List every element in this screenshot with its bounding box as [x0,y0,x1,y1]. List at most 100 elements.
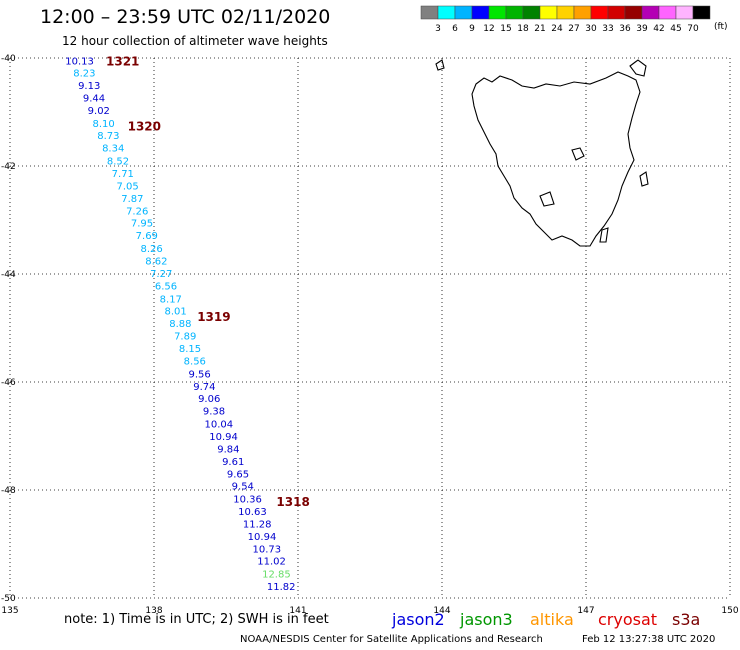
swh-point-label: 10.94 [209,432,238,443]
y-tick-label: -40 [1,54,16,64]
swh-point-label: 8.15 [179,344,201,355]
legend-cryosat: cryosat [598,610,658,629]
swh-point-label: 10.63 [238,507,267,518]
swh-point-label: 9.38 [203,407,225,418]
swh-point-label: 10.36 [233,495,262,506]
colorbar-swatch [675,5,694,20]
swh-point-label: 6.56 [155,281,177,292]
colorbar-label: 33 [602,24,613,34]
swh-point-label: 8.52 [107,157,129,168]
colorbar-swatch [505,5,524,20]
colorbar-label: 12 [483,24,494,34]
color-scale-bar: 3 6 9 12 15 18 21 24 27 30 33 36 39 42 45 70 [420,5,711,34]
swh-point-label: 8.73 [97,131,119,142]
y-tick-label: -44 [1,270,16,280]
colorbar-swatch [471,5,490,20]
colorbar-swatch [658,5,677,20]
swh-point-label: 8.34 [102,144,124,155]
legend-s3a: s3a [672,610,701,629]
x-tick-label: 138 [145,606,162,616]
pass-number-annotation: 1319 [197,310,230,324]
colorbar-swatch [539,5,558,20]
colorbar-label: 42 [653,24,664,34]
colorbar-label: 15 [500,24,511,34]
swh-point-label: 8.88 [169,319,191,330]
colorbar-label: 30 [585,24,597,34]
colorbar-swatch [488,5,507,20]
footnote: note: 1) Time is in UTC; 2) SWH is in fe… [64,612,329,627]
colorbar-swatch [590,5,609,20]
colorbar-label: 70 [687,24,699,34]
swh-point-label: 7.87 [121,194,143,205]
swh-point-label: 7.26 [126,206,148,217]
swh-point-label: 9.02 [88,106,110,117]
colorbar-label: 36 [619,24,631,34]
y-tick-label: -42 [1,162,16,172]
colorbar-swatch [607,5,626,20]
x-tick-label: 150 [721,606,738,616]
swh-point-label: 8.56 [184,356,206,367]
swh-point-label: 7.89 [174,332,196,343]
colorbar-swatch [556,5,575,20]
colorbar-label: 18 [517,24,529,34]
flinders-island [629,59,647,77]
swh-points: 10.138.239.139.44 9.02 8.108.73 8.34 8.527.7… [65,57,295,593]
swh-point-label: 10.94 [248,532,277,543]
swh-point-label: 11.28 [243,519,272,530]
x-tick-label: 144 [433,606,450,616]
colorbar-label: 6 [452,24,458,34]
swh-point-label: 7.71 [112,169,134,180]
swh-point-label: 9.06 [198,394,220,405]
tasmania-coastline [435,59,649,247]
y-tick-label: -48 [1,486,16,496]
swh-point-label: 11.82 [267,582,296,593]
pass-number-annotation: 1320 [128,120,161,134]
swh-point-label: 8.62 [145,257,167,268]
x-tick-label: 147 [577,606,594,616]
swh-point-label: 7.95 [131,219,153,230]
tasmania-main-island [471,71,641,247]
colorbar-label: 45 [670,24,681,34]
swh-point-label: 12.85 [262,570,291,581]
swh-point-label: 10.73 [252,544,281,555]
swh-point-label: 8.10 [92,119,114,130]
swh-point-label: 8.26 [140,244,162,255]
colorbar-swatch [420,5,439,20]
swh-point-label: 9.54 [232,482,254,493]
swh-point-label: 8.23 [73,69,95,80]
swh-point-label: 7.69 [136,231,158,242]
grid-lines: 135 138 141 144 147 150 -40 -42 -44 -46 -48 -50 [1,54,739,616]
colorbar-label: 39 [636,24,648,34]
swh-point-label: 9.13 [78,81,100,92]
colorbar-swatch [641,5,660,20]
cycle-annotations: 1321 1320 1319 1318 [106,55,310,509]
swh-point-label: 7.27 [150,269,172,280]
swh-point-label: 9.84 [217,444,239,455]
swh-point-label: 8.01 [164,307,186,318]
swh-point-label: 10.13 [65,57,94,68]
colorbar-swatch [692,5,711,20]
king-island [435,59,445,71]
swh-point-label: 9.56 [188,369,210,380]
swh-point-label: 10.04 [204,420,233,431]
lake-outline-2 [539,191,555,207]
swh-point-label: 7.05 [116,181,138,192]
x-tick-label: 141 [289,606,306,616]
chart-subtitle: 12 hour collection of altimeter wave hei… [62,34,328,48]
x-tick-label: 135 [1,606,18,616]
chart-title: 12:00 – 23:59 UTC 02/11/2020 [40,6,331,28]
y-tick-label: -50 [1,594,16,604]
colorbar-swatch [437,5,456,20]
swh-point-label: 11.02 [257,557,286,568]
swh-point-label: 9.74 [193,382,215,393]
legend-jason2: jason2 [392,610,445,629]
swh-point-label: 8.17 [160,294,182,305]
colorbar-swatch [624,5,643,20]
legend-altika: altika [530,610,574,629]
pass-number-annotation: 1321 [106,55,139,69]
lake-outline [571,147,585,161]
colorbar-label: 27 [568,24,579,34]
colorbar-label: 3 [435,24,441,34]
legend-jason3: jason3 [460,610,513,629]
